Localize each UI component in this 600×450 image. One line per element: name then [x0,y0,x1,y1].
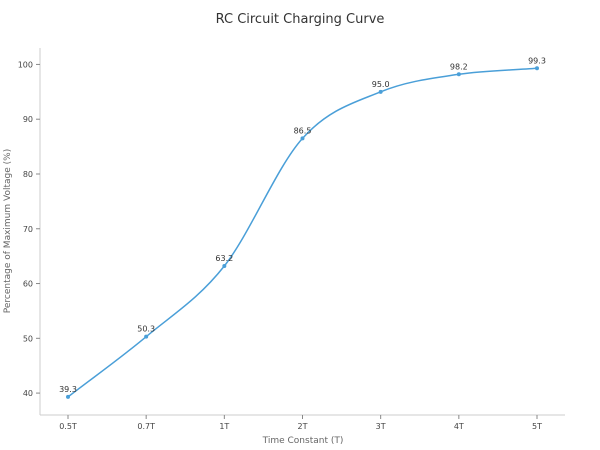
data-label: 39.3 [59,385,77,394]
y-tick-label: 90 [23,115,33,124]
y-tick-label: 100 [18,60,33,69]
y-ticks: 40 50 60 70 80 90 100 [18,60,40,398]
x-tick-label: 3T [376,422,386,431]
y-tick-label: 80 [23,170,33,179]
data-label: 86.5 [294,126,312,135]
y-tick-label: 70 [23,225,33,234]
data-label: 63.2 [215,254,233,263]
data-point [222,264,227,269]
data-label: 98.2 [450,62,468,71]
data-labels: 39.3 50.3 63.2 86.5 95.0 98.2 99.3 [59,56,546,394]
data-point [456,72,461,77]
y-tick-label: 60 [23,280,33,289]
x-tick-label: 5T [532,422,542,431]
x-tick-label: 1T [219,422,229,431]
x-tick-label: 0.7T [137,422,155,431]
data-point [300,136,305,141]
x-ticks: 0.5T 0.7T 1T 2T 3T 4T 5T [59,415,542,431]
y-tick-label: 40 [23,389,33,398]
data-point [144,334,149,339]
data-label: 99.3 [528,56,546,65]
data-label: 50.3 [137,325,155,334]
x-tick-label: 2T [298,422,308,431]
data-points [66,66,539,399]
x-tick-label: 0.5T [59,422,77,431]
series-line [67,67,538,398]
y-tick-label: 50 [23,334,33,343]
x-axis-label: Time Constant (T) [262,436,344,446]
data-point [535,66,539,71]
data-label: 95.0 [372,80,390,89]
y-axis-label: Percentage of Maximum Voltage (%) [3,149,13,313]
data-point [66,394,70,399]
x-tick-label: 4T [454,422,464,431]
data-point [378,89,383,94]
chart-title: RC Circuit Charging Curve [216,12,385,27]
